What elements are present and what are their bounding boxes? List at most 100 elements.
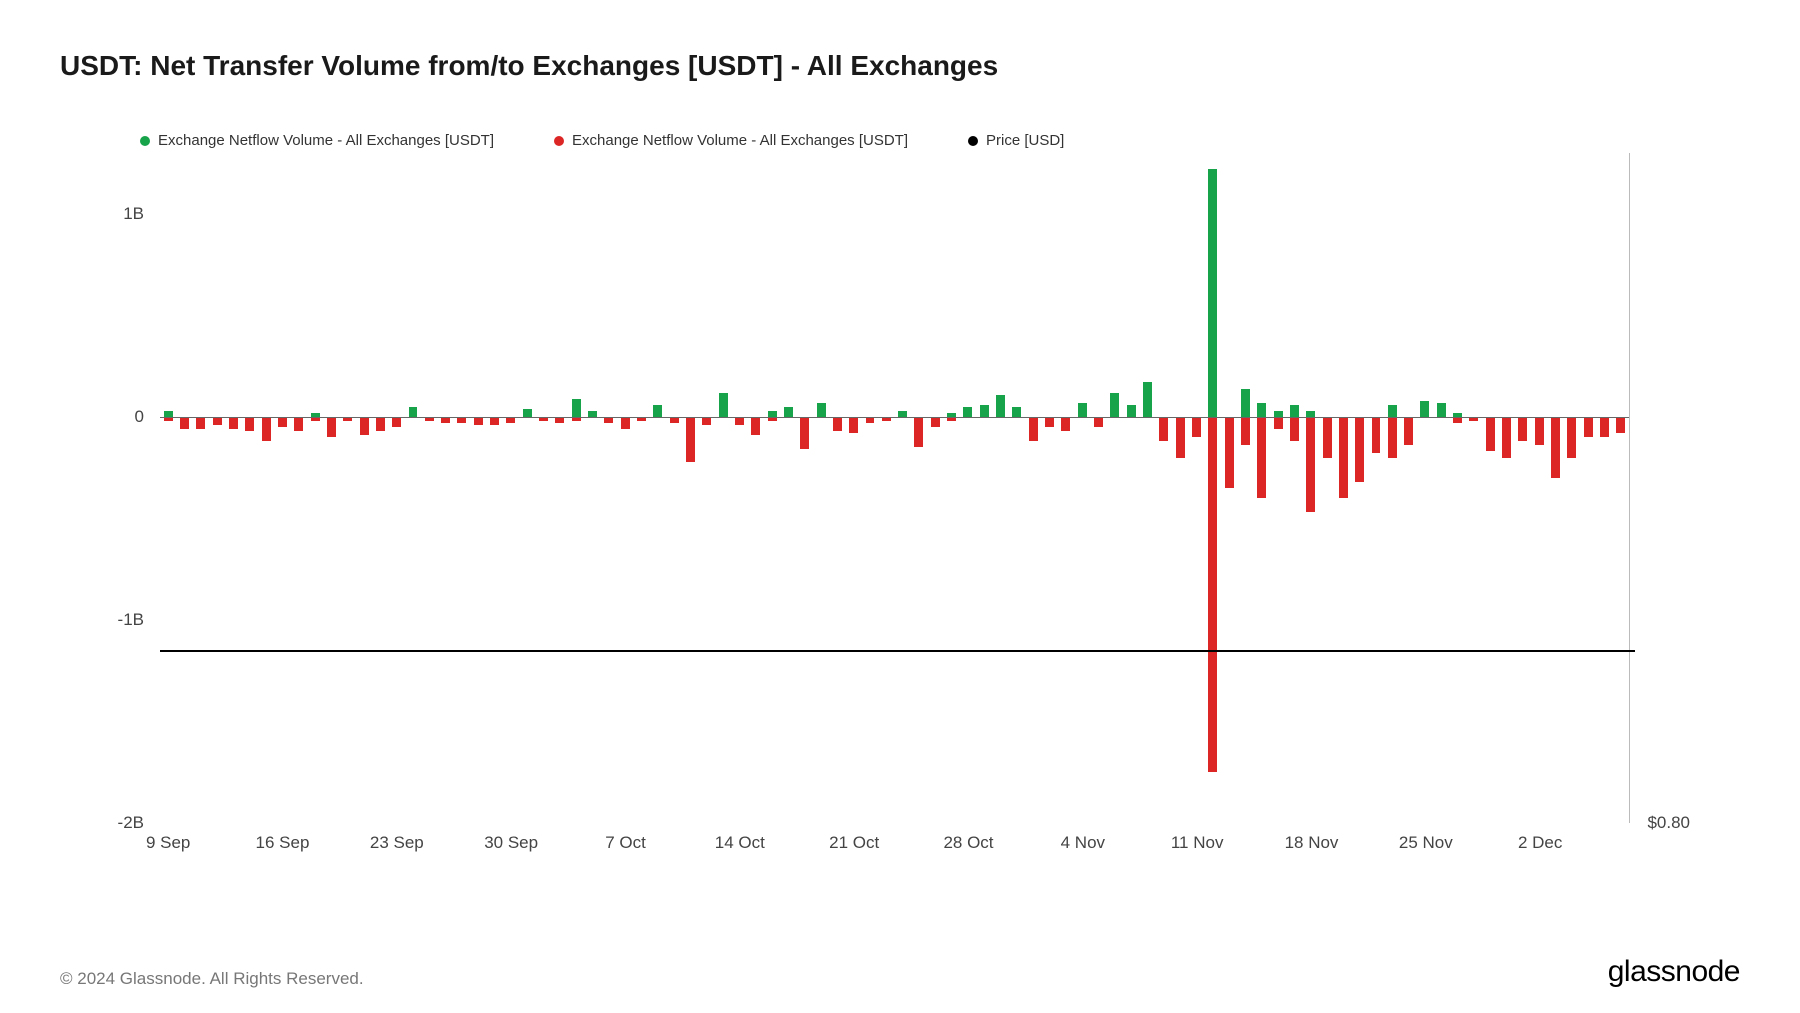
bar-negative xyxy=(245,417,254,431)
bar-negative xyxy=(1502,417,1511,458)
x-tick-label: 30 Sep xyxy=(484,833,538,853)
y-tick-label: -2B xyxy=(118,813,144,833)
bar-negative xyxy=(1290,417,1299,441)
bar-negative xyxy=(1274,417,1283,429)
bars-container xyxy=(160,153,1629,823)
bar-negative xyxy=(1486,417,1495,452)
legend-item-negative: Exchange Netflow Volume - All Exchanges … xyxy=(554,132,908,149)
bar-negative xyxy=(1323,417,1332,458)
bar-positive xyxy=(523,409,532,417)
bar-negative xyxy=(1372,417,1381,454)
footer: © 2024 Glassnode. All Rights Reserved. g… xyxy=(60,955,1740,989)
x-tick-label: 2 Dec xyxy=(1518,833,1562,853)
y-tick-label: 0 xyxy=(135,407,144,427)
zero-line xyxy=(160,417,1629,418)
x-tick-label: 16 Sep xyxy=(256,833,310,853)
bar-negative xyxy=(621,417,630,429)
bar-negative xyxy=(1404,417,1413,445)
bar-negative xyxy=(1208,417,1217,772)
legend-dot-negative xyxy=(554,136,564,146)
chart-area: 1B 0 -1B -2B $0.80 9 Sep 16 Sep 23 Sep 30 Sep 7… xyxy=(60,153,1740,873)
bar-negative xyxy=(213,417,222,425)
x-tick-label: 4 Nov xyxy=(1061,833,1105,853)
bar-positive xyxy=(784,407,793,417)
bar-negative xyxy=(1045,417,1054,427)
legend-item-positive: Exchange Netflow Volume - All Exchanges … xyxy=(140,132,494,149)
bar-negative xyxy=(1061,417,1070,431)
bar-negative xyxy=(294,417,303,431)
bar-positive xyxy=(1437,403,1446,417)
bar-positive xyxy=(996,395,1005,417)
bar-negative xyxy=(686,417,695,462)
bar-positive xyxy=(1420,401,1429,417)
bar-negative xyxy=(327,417,336,437)
bar-positive xyxy=(1127,405,1136,417)
legend-dot-positive xyxy=(140,136,150,146)
right-axis-label: $0.80 xyxy=(1647,813,1690,833)
bar-negative xyxy=(1159,417,1168,441)
y-tick-label: 1B xyxy=(123,204,144,224)
bar-negative xyxy=(833,417,842,431)
bar-negative xyxy=(1176,417,1185,458)
bar-negative xyxy=(1616,417,1625,433)
chart-title: USDT: Net Transfer Volume from/to Exchan… xyxy=(60,50,1740,82)
legend: Exchange Netflow Volume - All Exchanges … xyxy=(60,132,1740,149)
bar-negative xyxy=(702,417,711,425)
x-tick-label: 21 Oct xyxy=(829,833,879,853)
bar-negative xyxy=(474,417,483,425)
bar-negative xyxy=(1355,417,1364,482)
x-tick-label: 7 Oct xyxy=(605,833,646,853)
bar-positive xyxy=(1257,403,1266,417)
y-axis: 1B0-1B-2B xyxy=(60,153,160,823)
bar-negative xyxy=(229,417,238,429)
bar-positive xyxy=(1290,405,1299,417)
bar-negative xyxy=(278,417,287,427)
x-tick-label: 9 Sep xyxy=(146,833,190,853)
bar-negative xyxy=(1029,417,1038,441)
bar-positive xyxy=(719,393,728,417)
bar-positive xyxy=(1388,405,1397,417)
bar-negative xyxy=(931,417,940,427)
bar-negative xyxy=(1600,417,1609,437)
x-tick-label: 23 Sep xyxy=(370,833,424,853)
bar-positive xyxy=(1208,169,1217,417)
bar-negative xyxy=(914,417,923,447)
bar-negative xyxy=(751,417,760,435)
copyright-text: © 2024 Glassnode. All Rights Reserved. xyxy=(60,969,364,989)
x-tick-label: 25 Nov xyxy=(1399,833,1453,853)
bar-positive xyxy=(653,405,662,417)
bar-negative xyxy=(800,417,809,449)
x-tick-label: 28 Oct xyxy=(943,833,993,853)
bar-negative xyxy=(360,417,369,435)
legend-label-negative: Exchange Netflow Volume - All Exchanges … xyxy=(572,132,908,149)
bar-positive xyxy=(1143,382,1152,417)
bar-negative xyxy=(1567,417,1576,458)
bar-negative xyxy=(392,417,401,427)
bar-negative xyxy=(1225,417,1234,488)
bar-negative xyxy=(1518,417,1527,441)
bar-negative xyxy=(1535,417,1544,445)
bar-negative xyxy=(1339,417,1348,498)
bar-positive xyxy=(1241,389,1250,417)
bar-negative xyxy=(1306,417,1315,512)
bar-negative xyxy=(1584,417,1593,437)
bar-negative xyxy=(490,417,499,425)
price-line xyxy=(160,650,1635,652)
bar-negative xyxy=(262,417,271,441)
bar-negative xyxy=(1551,417,1560,478)
brand-logo: glassnode xyxy=(1608,955,1740,989)
bar-positive xyxy=(817,403,826,417)
bar-negative xyxy=(1257,417,1266,498)
bar-negative xyxy=(376,417,385,431)
bar-positive xyxy=(572,399,581,417)
plot-area xyxy=(160,153,1630,823)
y-tick-label: -1B xyxy=(118,610,144,630)
bar-negative xyxy=(1192,417,1201,437)
bar-negative xyxy=(196,417,205,429)
bar-positive xyxy=(409,407,418,417)
bar-negative xyxy=(1241,417,1250,445)
legend-label-price: Price [USD] xyxy=(986,132,1064,149)
bar-positive xyxy=(963,407,972,417)
bar-negative xyxy=(849,417,858,433)
x-tick-label: 14 Oct xyxy=(715,833,765,853)
